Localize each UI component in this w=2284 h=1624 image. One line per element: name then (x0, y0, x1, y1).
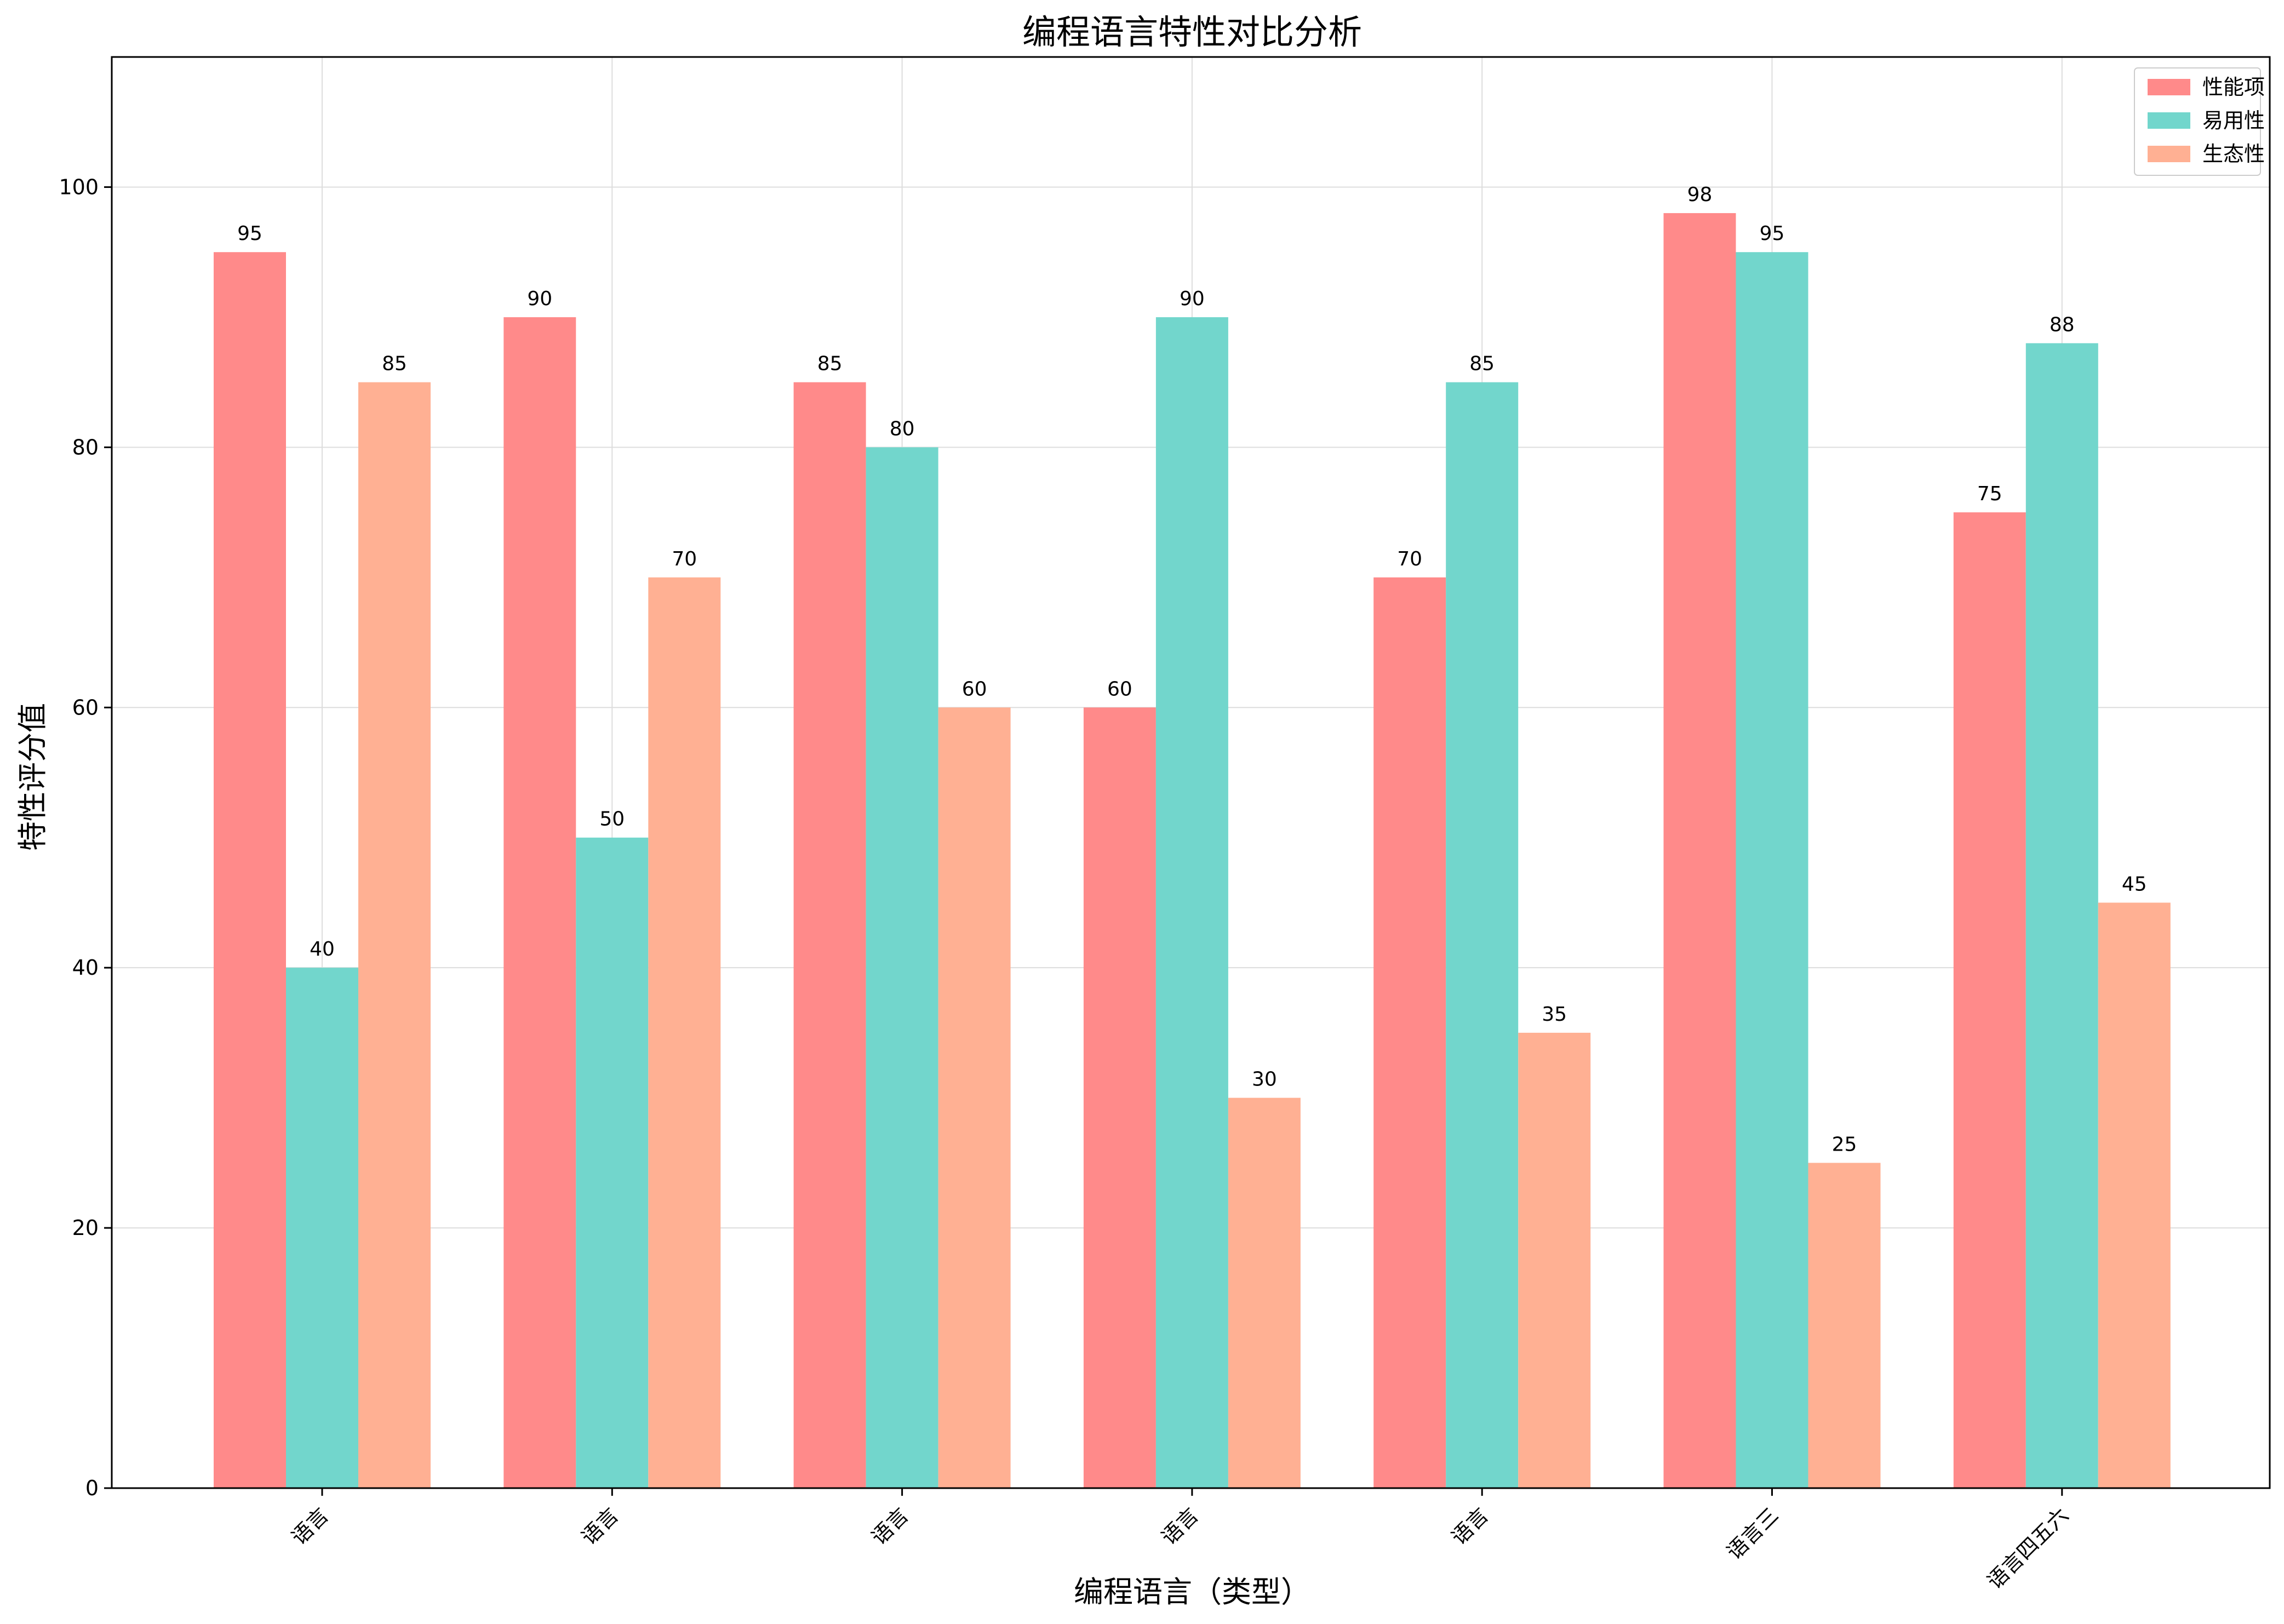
x-axis-title: 编程语言（类型） (1074, 1575, 1310, 1609)
plot-frame (111, 56, 2271, 1489)
bar (2025, 343, 2098, 1489)
x-tick-label: 语言 (577, 1503, 623, 1549)
bar (793, 382, 866, 1488)
x-tick-label: 语言 (1447, 1503, 1493, 1549)
bar (1518, 1032, 1591, 1488)
bar-value-label: 70 (672, 548, 697, 570)
bars-layer (214, 213, 2171, 1489)
x-tick-label: 语言四五六 (1983, 1503, 2073, 1593)
x-tick-label: 语言三 (1722, 1503, 1783, 1564)
legend-label: 性能项 (2202, 75, 2265, 99)
bar-value-label: 95 (1760, 222, 1785, 245)
bar-value-label: 88 (2050, 313, 2075, 336)
bar (1663, 213, 1736, 1488)
legend-swatch (2148, 112, 2190, 129)
bar-value-label: 30 (1252, 1068, 1277, 1091)
bar-value-label: 75 (1977, 483, 2002, 505)
bar-value-label: 25 (1832, 1133, 1857, 1156)
bar (286, 968, 358, 1488)
bar-value-label: 98 (1687, 184, 1713, 206)
y-tick-label: 100 (59, 175, 99, 199)
bar (938, 707, 1011, 1488)
bar-value-label: 85 (1469, 353, 1495, 375)
y-tick-label: 0 (85, 1476, 99, 1500)
bar (1808, 1163, 1881, 1488)
bar (1373, 577, 1446, 1488)
bar-value-label: 60 (1107, 678, 1132, 700)
y-axis-title: 特性评分值 (15, 703, 50, 851)
bar-value-label: 50 (599, 808, 625, 831)
chart-title: 编程语言特性对比分析 (1022, 12, 1362, 52)
bar (358, 382, 431, 1488)
bar (214, 252, 286, 1488)
bar-value-label: 35 (1542, 1003, 1567, 1026)
x-tick-label: 语言 (287, 1503, 334, 1549)
bar-labels-layer: 95 90 85 60 70 98 75 40 50 80 90 85 95 88 85 70 60 30 35 25… (237, 184, 2147, 1156)
legend-label: 生态性 (2202, 142, 2265, 166)
bar-value-label: 90 (527, 288, 552, 310)
bar (648, 577, 721, 1488)
x-tick-label: 语言 (867, 1503, 913, 1549)
legend-swatch (2148, 79, 2190, 95)
bar (576, 837, 649, 1488)
bar (1228, 1097, 1301, 1488)
y-tick-label: 60 (72, 695, 99, 719)
bar-value-label: 80 (890, 418, 915, 440)
bar-value-label: 90 (1180, 288, 1205, 310)
bar-value-label: 70 (1397, 548, 1422, 570)
y-tick-label: 40 (72, 956, 99, 980)
bar-value-label: 40 (310, 938, 335, 960)
bar-value-label: 95 (237, 222, 262, 245)
bar (503, 317, 576, 1488)
bar (1446, 382, 1519, 1488)
bar (1155, 317, 1228, 1488)
bar (866, 447, 938, 1488)
bar (2098, 902, 2171, 1488)
bar (1953, 512, 2026, 1489)
y-tick-label: 80 (72, 435, 99, 459)
y-tick-label: 20 (72, 1216, 99, 1240)
bar-value-label: 45 (2122, 873, 2147, 895)
x-tick-label: 语言 (1157, 1503, 1203, 1549)
legend-label: 易用性 (2202, 108, 2265, 133)
legend-swatch (2148, 146, 2190, 162)
bar-value-label: 85 (817, 353, 843, 375)
bar-value-label: 60 (962, 678, 987, 700)
bar (1736, 252, 1808, 1488)
bar (1083, 707, 1156, 1488)
bar-value-label: 85 (382, 353, 407, 375)
